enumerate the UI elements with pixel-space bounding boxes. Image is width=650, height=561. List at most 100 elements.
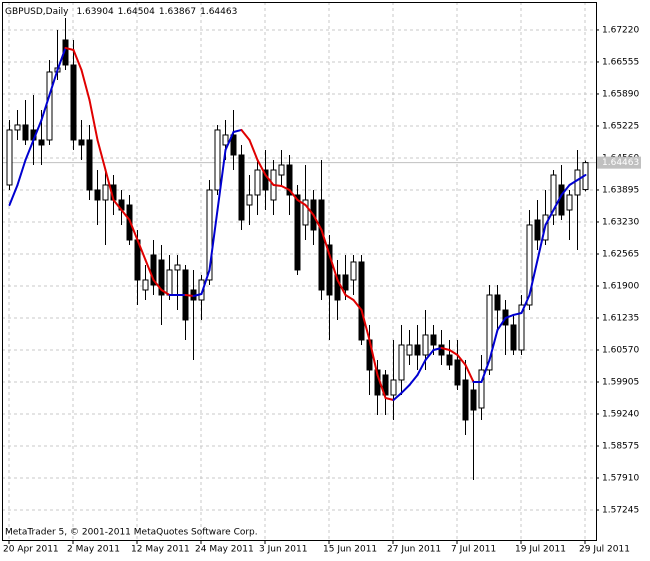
ma-segment: [360, 309, 371, 341]
x-tick-label: 29 Jul 2011: [579, 545, 630, 555]
ma-segment: [232, 128, 243, 133]
candle-body: [150, 254, 157, 286]
y-tick-label: 1.60570: [602, 345, 639, 355]
ma-segment: [576, 174, 587, 181]
ma-segment: [384, 396, 395, 402]
candle-body: [470, 389, 477, 411]
candle-body: [438, 344, 445, 356]
ma-segment: [208, 209, 219, 271]
ohlc-close: 1.64463: [200, 7, 237, 17]
candle-body: [350, 261, 357, 281]
x-tick-label: 2 May 2011: [67, 545, 120, 555]
ma-segment: [272, 183, 283, 187]
candle-body: [574, 169, 581, 196]
ma-segment: [104, 169, 115, 201]
candle-body: [342, 274, 349, 291]
candle-body: [462, 379, 469, 421]
candle-body: [446, 354, 453, 366]
y-tick-label: 1.62565: [602, 249, 639, 259]
ma-segment: [528, 259, 539, 296]
ma-segment: [376, 373, 387, 399]
ma-segment: [560, 183, 571, 196]
ma-segment: [120, 209, 131, 222]
ma-segment: [152, 278, 163, 291]
ma-segment: [56, 46, 67, 72]
ma-segment: [480, 358, 491, 384]
y-tick-label: 1.57910: [602, 474, 639, 484]
ma-segment: [96, 138, 107, 172]
ohlc-high: 1.64504: [118, 7, 155, 17]
candle-body: [286, 164, 293, 196]
ma-segment: [128, 219, 139, 241]
y-tick-label: 1.59905: [602, 378, 639, 388]
ma-segment: [344, 293, 355, 301]
candle-body: [390, 379, 397, 396]
candle-body: [358, 261, 365, 341]
ma-segment: [72, 48, 83, 72]
ma-segment: [400, 383, 411, 394]
ma-segment: [200, 268, 211, 295]
ma-segment: [184, 293, 195, 298]
ma-segment: [552, 193, 563, 212]
candle-body: [14, 124, 21, 131]
ma-segment: [312, 214, 323, 231]
ma-segment: [160, 288, 171, 296]
ma-segment: [448, 348, 459, 357]
symbol: GBPUSD,Daily: [5, 7, 69, 17]
y-tick-label: 1.66555: [602, 57, 639, 67]
ma-segment: [64, 46, 75, 51]
ma-segment: [296, 198, 307, 206]
candle-body: [70, 64, 77, 141]
candle-body: [230, 134, 237, 156]
ma-segment: [304, 203, 315, 217]
candle-body: [454, 359, 461, 386]
x-tick-label: 19 Jul 2011: [515, 545, 566, 555]
ma-segment: [280, 184, 291, 191]
candle-body: [174, 264, 181, 271]
y-tick-label: 1.59240: [602, 410, 639, 420]
ma-segment: [288, 188, 299, 201]
candle-body: [198, 279, 205, 301]
ohlc-low: 1.63867: [159, 7, 196, 17]
candle-body: [102, 184, 109, 201]
candle-body: [166, 269, 173, 296]
candle-body: [38, 139, 45, 146]
candle-body: [510, 324, 517, 351]
ma-segment: [112, 198, 123, 212]
candle-body: [142, 279, 149, 291]
y-tick-label: 1.65225: [602, 121, 639, 131]
ohlc-open: 1.63904: [76, 7, 113, 17]
x-tick-label: 24 May 2011: [195, 545, 254, 555]
candle-body: [22, 124, 29, 141]
plot-frame: [2, 2, 597, 541]
candle-body: [238, 154, 245, 221]
ma-segment: [568, 178, 579, 186]
ma-segment: [520, 293, 531, 314]
ma-segment: [240, 128, 251, 141]
candle-body: [246, 194, 253, 206]
ma-segment: [32, 119, 43, 141]
ma-segment: [416, 358, 427, 376]
y-tick-label: 1.57245: [602, 506, 639, 516]
candle-body: [94, 189, 101, 201]
ma-segment: [248, 138, 259, 161]
x-tick-label: 12 May 2011: [131, 545, 190, 555]
chart-header: GBPUSD,Daily 1.63904 1.64504 1.63867 1.64463: [5, 7, 237, 17]
grid: [2, 2, 596, 540]
candle-body: [158, 259, 165, 296]
y-tick-label: 1.65890: [602, 89, 639, 99]
y-tick-label: 1.61900: [602, 281, 639, 291]
ma-segment: [216, 148, 227, 212]
ma-segment: [336, 278, 347, 296]
ma-segment: [88, 98, 99, 141]
copyright: MetaTrader 5, © 2001-2011 MetaQuotes Sof…: [5, 528, 258, 538]
ma-segment: [48, 69, 59, 96]
candle-body: [302, 199, 309, 226]
candle-body: [254, 169, 261, 196]
candle-body: [78, 139, 85, 146]
ma-segment: [192, 292, 203, 298]
candle-body: [206, 189, 213, 281]
ma-segment: [8, 183, 19, 206]
x-tick-label: 7 Jul 2011: [451, 545, 496, 555]
